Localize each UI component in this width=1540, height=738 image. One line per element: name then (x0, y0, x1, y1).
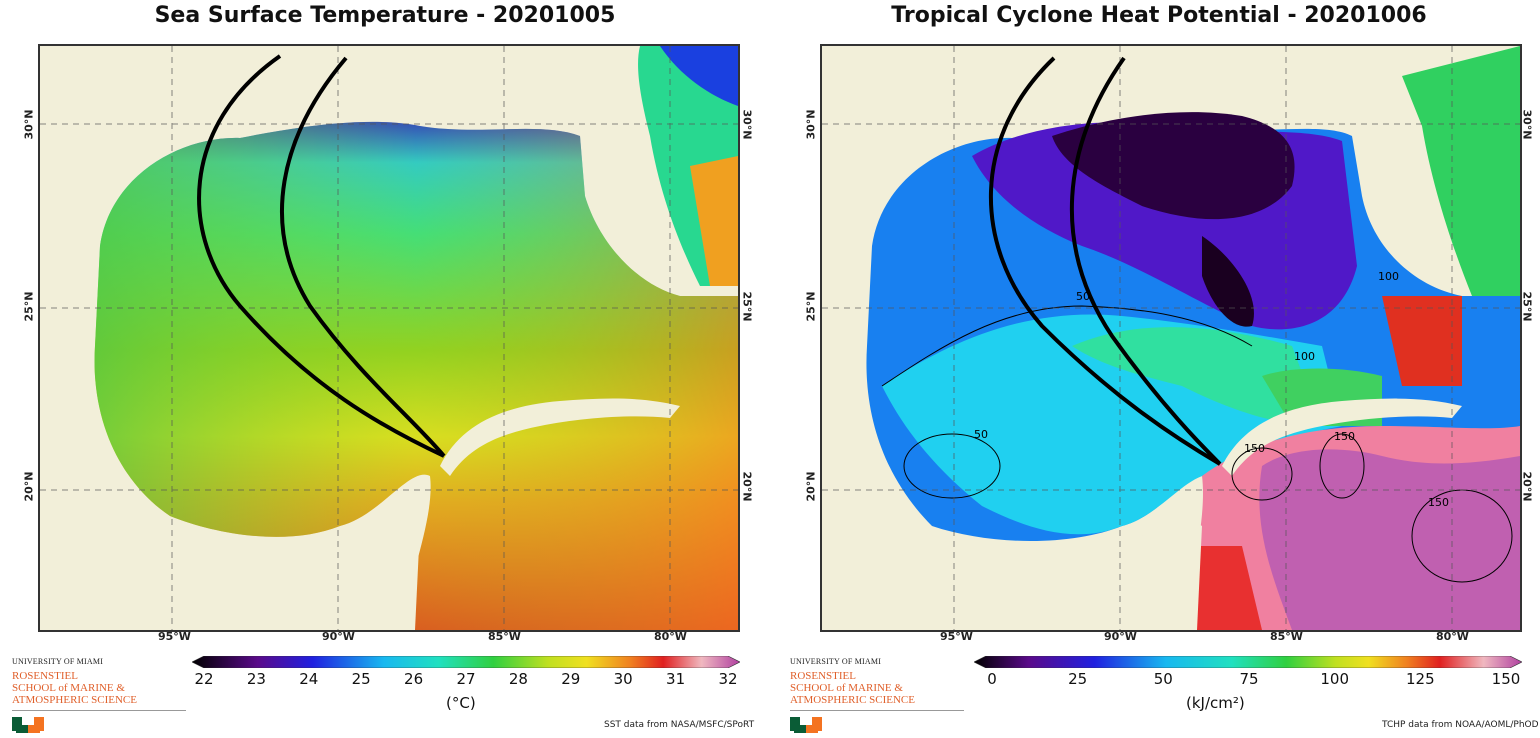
hurricane-track-lines (988, 56, 1222, 466)
sst-tick: 32 (718, 670, 738, 688)
tchp-tick: 75 (1239, 670, 1259, 688)
sst-tick: 30 (613, 670, 633, 688)
lat-label-25n: 25°N (804, 291, 818, 322)
sst-tick: 22 (194, 670, 214, 688)
lon-label-95w: 95°W (158, 630, 191, 643)
sst-tick: 24 (299, 670, 319, 688)
logo-school: SCHOOL of MARINE & (790, 682, 903, 694)
sst-tick: 27 (456, 670, 476, 688)
logo-science: ATMOSPHERIC SCIENCE (790, 694, 915, 706)
sst-tick: 31 (666, 670, 686, 688)
university-logo: UNIVERSITY OF MIAMI ROSENSTIEL SCHOOL of… (12, 657, 186, 733)
sst-colorbar (192, 656, 740, 668)
lat-label-20n-right: 20°N (740, 471, 754, 502)
tchp-map (820, 44, 1522, 632)
lon-label-85w: 85°W (488, 630, 521, 643)
lon-label-85w: 85°W (1270, 630, 1303, 643)
tchp-unit: (kJ/cm²) (1186, 694, 1245, 712)
logo-rosenstiel: ROSENSTIEL (12, 670, 78, 682)
lat-label-25n: 25°N (22, 291, 36, 322)
sst-map (38, 44, 740, 632)
lat-label-20n-right: 20°N (1520, 471, 1534, 502)
lon-label-80w: 80°W (1436, 630, 1469, 643)
tchp-tick: 150 (1491, 670, 1521, 688)
lat-label-25n-right: 25°N (1520, 291, 1534, 322)
logo-university: UNIVERSITY OF MIAMI (12, 657, 104, 666)
sst-tick: 25 (351, 670, 371, 688)
contour-label: 50 (974, 428, 988, 441)
lat-label-20n: 20°N (22, 471, 36, 502)
contour-label: 100 (1378, 270, 1399, 283)
logo-rosenstiel: ROSENSTIEL (790, 670, 856, 682)
logo-university: UNIVERSITY OF MIAMI (790, 657, 882, 666)
contour-label: 150 (1334, 430, 1355, 443)
tchp-tick: 25 (1068, 670, 1088, 688)
lon-label-80w: 80°W (654, 630, 687, 643)
sst-tick: 26 (404, 670, 424, 688)
contour-label: 150 (1428, 496, 1449, 509)
university-logo: UNIVERSITY OF MIAMI ROSENSTIEL SCHOOL of… (790, 657, 964, 733)
sst-panel: Sea Surface Temperature - 20201005 (0, 0, 770, 736)
tchp-tick: 0 (987, 670, 997, 688)
lon-label-95w: 95°W (940, 630, 973, 643)
sst-colorbar-ticks: 22 23 24 25 26 27 28 29 30 31 32 (194, 670, 737, 690)
sst-tick: 28 (508, 670, 528, 688)
u-logo-icon (790, 717, 822, 733)
tchp-panel: Tropical Cyclone Heat Potential - 202010… (778, 0, 1540, 736)
sst-tick: 23 (246, 670, 266, 688)
lat-label-30n: 30°N (22, 109, 36, 140)
sst-tick: 29 (561, 670, 581, 688)
tchp-tick: 125 (1405, 670, 1435, 688)
lat-label-30n: 30°N (804, 109, 818, 140)
contour-label: 150 (1244, 442, 1265, 455)
tchp-credit: TCHP data from NOAA/AOML/PhOD (1382, 720, 1539, 730)
logo-science: ATMOSPHERIC SCIENCE (12, 694, 137, 706)
tchp-title: Tropical Cyclone Heat Potential - 202010… (891, 3, 1427, 28)
tchp-tick: 50 (1153, 670, 1173, 688)
sst-credit: SST data from NASA/MSFC/SPoRT (604, 720, 755, 730)
hurricane-track-lines (197, 54, 446, 458)
lat-label-20n: 20°N (804, 471, 818, 502)
logo-school: SCHOOL of MARINE & (12, 682, 125, 694)
lat-label-25n-right: 25°N (740, 291, 754, 322)
tchp-colorbar-ticks: 0 25 50 75 100 125 150 (987, 670, 1520, 690)
lat-label-30n-right: 30°N (1520, 109, 1534, 140)
sst-title: Sea Surface Temperature - 20201005 (154, 3, 616, 28)
tchp-colorbar (974, 656, 1522, 668)
tchp-tick: 100 (1320, 670, 1349, 688)
contour-label: 100 (1294, 350, 1315, 363)
lon-label-90w: 90°W (1104, 630, 1137, 643)
u-logo-icon (12, 717, 44, 733)
contour-label: 50 (1076, 290, 1090, 303)
lat-label-30n-right: 30°N (740, 109, 754, 140)
sst-unit: (°C) (446, 694, 476, 712)
lon-label-90w: 90°W (322, 630, 355, 643)
